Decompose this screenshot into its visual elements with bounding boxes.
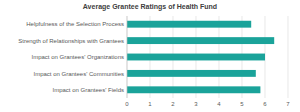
title: Average Grantee Ratings of Health Fund <box>83 3 217 11</box>
tick-label: 2 <box>171 101 175 107</box>
axis-line <box>127 16 128 98</box>
grid-line <box>288 16 289 98</box>
category-label: Helpfulness of the Selection Process <box>26 21 124 27</box>
bars <box>127 21 274 93</box>
tick-label: 5 <box>240 101 244 107</box>
tick-label: 1 <box>148 101 152 107</box>
bar <box>127 21 251 28</box>
category-label: Impact on Grantees' Communities <box>33 71 124 77</box>
bar <box>127 86 260 93</box>
bar <box>127 70 256 77</box>
tick-label: 3 <box>194 101 198 107</box>
tick-label: 7 <box>286 101 290 107</box>
bar <box>127 54 265 61</box>
bar <box>127 37 274 44</box>
category-label: Impact on Grantees' Organizations <box>31 54 124 60</box>
tick-label: 6 <box>263 101 267 107</box>
tick-label: 0 <box>125 101 129 107</box>
chart: Average Grantee Ratings of Health Fund 0 1… <box>0 0 300 112</box>
category-label: Impact on Grantees' Fields <box>52 87 124 93</box>
category-label: Strength of Relationships with Grantees <box>18 38 124 44</box>
tick-label: 4 <box>217 101 221 107</box>
